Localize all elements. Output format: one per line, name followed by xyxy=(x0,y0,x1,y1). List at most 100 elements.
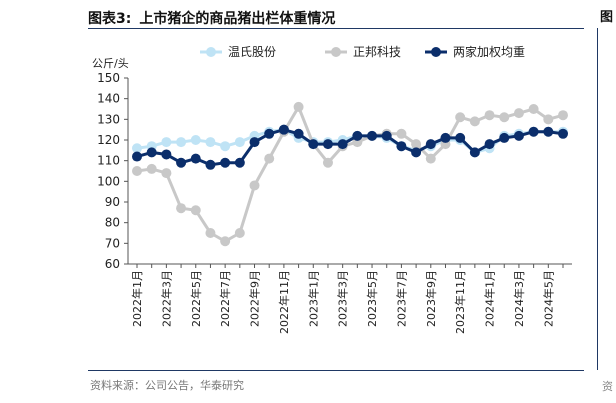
data-point xyxy=(190,135,201,145)
data-point xyxy=(161,149,172,160)
legend-item: 温氏股份 xyxy=(200,45,276,59)
legend-label: 温氏股份 xyxy=(228,45,276,59)
data-point xyxy=(278,124,289,135)
x-tick-label: 2023年1月 xyxy=(306,270,320,327)
series-line xyxy=(136,128,564,167)
x-tick-label: 2022年1月 xyxy=(130,270,144,327)
data-point xyxy=(234,228,245,238)
figure-number: 图表3: xyxy=(88,11,132,27)
data-point xyxy=(264,153,275,164)
data-point xyxy=(249,180,260,191)
x-tick-label: 2022年9月 xyxy=(248,270,262,327)
data-point xyxy=(455,132,466,143)
y-tick-label: 110 xyxy=(97,154,120,168)
figure-title: 图表3: 上市猪企的商品猪出栏体重情况 xyxy=(88,8,335,28)
data-point xyxy=(484,110,495,121)
data-point xyxy=(132,143,142,154)
data-point xyxy=(322,157,333,168)
data-point xyxy=(381,130,392,141)
data-point xyxy=(513,130,524,141)
y-tick-label: 150 xyxy=(97,71,120,85)
data-point xyxy=(220,236,231,247)
data-point xyxy=(132,151,142,162)
series-3 xyxy=(132,124,568,170)
x-tick-label: 2024年5月 xyxy=(541,270,555,327)
y-tick-label: 90 xyxy=(105,195,120,209)
data-point xyxy=(176,157,187,168)
x-tick-label: 2023年7月 xyxy=(394,270,408,327)
data-point xyxy=(469,147,480,158)
adjacent-figure-title-fragment: 图 xyxy=(600,10,614,25)
data-point xyxy=(220,157,231,168)
data-point xyxy=(513,108,524,119)
x-tick-label: 2022年3月 xyxy=(159,270,173,327)
data-point xyxy=(367,130,378,141)
data-point xyxy=(337,139,348,150)
x-tick-label: 2023年11月 xyxy=(453,270,467,334)
x-tick-label: 2022年7月 xyxy=(218,270,232,327)
x-tick-label: 2024年1月 xyxy=(483,270,497,327)
adjacent-source-fragment: 资 xyxy=(602,380,613,393)
source-divider xyxy=(88,370,584,371)
data-point xyxy=(176,203,187,214)
series-2 xyxy=(132,101,568,247)
data-point xyxy=(425,139,436,150)
data-point xyxy=(234,157,245,168)
data-point xyxy=(469,116,480,127)
legend-swatch-marker xyxy=(431,47,441,57)
data-point xyxy=(558,110,568,121)
legend-item: 两家加权均重 xyxy=(425,44,525,59)
data-point xyxy=(528,104,539,114)
data-point xyxy=(190,153,201,164)
y-tick-label: 100 xyxy=(97,174,120,188)
data-point xyxy=(234,137,245,148)
legend-label: 两家加权均重 xyxy=(453,44,525,59)
data-point xyxy=(352,130,363,141)
data-point xyxy=(205,137,216,148)
data-point xyxy=(146,163,157,174)
legend-label: 正邦科技 xyxy=(353,45,401,59)
data-point xyxy=(411,147,422,158)
x-tick-label: 2022年5月 xyxy=(189,270,203,327)
legend-swatch-marker xyxy=(331,47,341,57)
data-point xyxy=(543,126,554,137)
data-point xyxy=(484,139,495,150)
data-point xyxy=(176,137,187,148)
data-point xyxy=(146,147,157,158)
x-tick-label: 2022年11月 xyxy=(277,270,291,334)
adjacent-figure-edge xyxy=(597,28,598,370)
figure-title-bar: 图表3: 上市猪企的商品猪出栏体重情况 xyxy=(88,4,584,29)
data-point xyxy=(499,132,510,143)
y-tick-label: 120 xyxy=(97,133,120,147)
x-tick-label: 2023年3月 xyxy=(336,270,350,327)
data-point xyxy=(293,128,304,139)
data-point xyxy=(205,159,216,170)
data-point xyxy=(190,205,201,216)
data-point xyxy=(499,112,510,123)
y-tick-label: 80 xyxy=(105,216,120,230)
data-point xyxy=(425,153,436,164)
data-point xyxy=(220,141,231,152)
data-point xyxy=(543,114,554,125)
data-point xyxy=(205,228,216,238)
data-point xyxy=(161,168,172,179)
data-point xyxy=(249,137,260,148)
data-point xyxy=(264,128,275,139)
data-point xyxy=(396,141,407,152)
data-point xyxy=(558,128,568,139)
data-point xyxy=(411,139,422,150)
legend-swatch-marker xyxy=(206,47,216,57)
x-tick-label: 2023年9月 xyxy=(424,270,438,327)
series-line xyxy=(136,105,564,243)
data-point xyxy=(132,166,142,176)
source-note: 资料来源：公司公告，华泰研究 xyxy=(90,379,244,392)
data-point xyxy=(396,128,407,139)
x-tick-label: 2024年3月 xyxy=(512,270,526,327)
data-point xyxy=(308,139,319,150)
data-point xyxy=(293,101,304,112)
data-point xyxy=(322,139,333,150)
y-tick-label: 70 xyxy=(105,236,120,250)
legend-item: 正邦科技 xyxy=(325,45,401,59)
y-tick-label: 130 xyxy=(97,112,120,126)
